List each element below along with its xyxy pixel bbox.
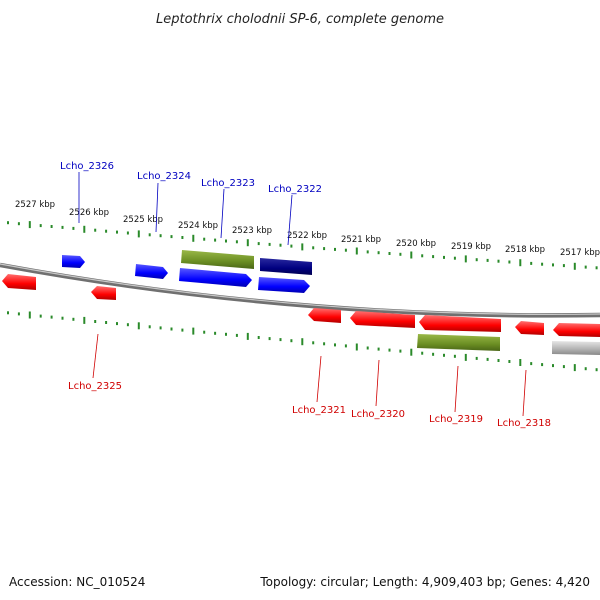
gene-label-lcho-2321[interactable]: Lcho_2321 [292, 405, 346, 416]
gene-label-lcho-2318[interactable]: Lcho_2318 [497, 418, 551, 429]
reverse-strand-features [2, 274, 600, 355]
kbp-label-2520: 2520 kbp [396, 239, 436, 249]
accession-text: Accession: NC_010524 [9, 575, 145, 589]
rna-feature-lcho-2319[interactable] [417, 334, 500, 351]
gene-label-lcho-2326[interactable]: Lcho_2326 [60, 161, 114, 172]
gene-lcho-2325[interactable] [91, 286, 116, 300]
gene-label-lcho-2323[interactable]: Lcho_2323 [201, 178, 255, 189]
scale-ticks [7, 221, 598, 372]
gene-lcho-2323[interactable] [179, 268, 252, 287]
gene-lcho-2321[interactable] [308, 308, 341, 323]
gene-lcho-2322[interactable] [260, 258, 312, 275]
rna-feature-lcho-2323[interactable] [181, 250, 254, 269]
gene-label-lcho-2319[interactable]: Lcho_2319 [429, 414, 483, 425]
gene-lcho-2324[interactable] [135, 264, 168, 279]
gene-lcho-2326[interactable] [62, 255, 85, 268]
gene-lcho-2319[interactable] [419, 315, 501, 332]
kbp-label-2521: 2521 kbp [341, 235, 381, 245]
gene-reverse-left[interactable] [2, 274, 36, 290]
kbp-label-2525: 2525 kbp [123, 215, 163, 225]
gene-label-lcho-2324[interactable]: Lcho_2324 [137, 171, 191, 182]
gene-lcho-2322-cds[interactable] [258, 277, 310, 293]
kbp-scale: 2527 kbp 2526 kbp 2525 kbp 2524 kbp 2523… [15, 200, 600, 258]
gene-lcho-2318[interactable] [515, 321, 544, 335]
gene-label-lcho-2320[interactable]: Lcho_2320 [351, 409, 405, 420]
map-title: Leptothrix cholodnii SP-6, complete geno… [156, 12, 444, 27]
gene-lcho-2320[interactable] [350, 311, 415, 328]
kbp-label-2519: 2519 kbp [451, 242, 491, 252]
gene-label-lcho-2322[interactable]: Lcho_2322 [268, 184, 322, 195]
kbp-label-2527: 2527 kbp [15, 200, 55, 210]
kbp-label-2524: 2524 kbp [178, 221, 218, 231]
genome-backbone-highlight [0, 263, 600, 316]
gene-label-lcho-2325[interactable]: Lcho_2325 [68, 381, 122, 392]
kbp-label-2522: 2522 kbp [287, 231, 327, 241]
topology-text: Topology: circular; Length: 4,909,403 bp… [259, 575, 590, 589]
gene-reverse-right[interactable] [553, 323, 600, 337]
gene-labels: Lcho_2326 Lcho_2324 Lcho_2323 Lcho_2322 … [60, 161, 551, 429]
kbp-label-2517: 2517 kbp [560, 248, 600, 258]
kbp-label-2523: 2523 kbp [232, 226, 272, 236]
kbp-label-2526: 2526 kbp [69, 208, 109, 218]
other-feature-right[interactable] [552, 341, 600, 355]
label-leaders [78, 172, 527, 417]
kbp-label-2518: 2518 kbp [505, 245, 545, 255]
genome-backbone [0, 262, 600, 318]
forward-strand-features [62, 250, 312, 293]
